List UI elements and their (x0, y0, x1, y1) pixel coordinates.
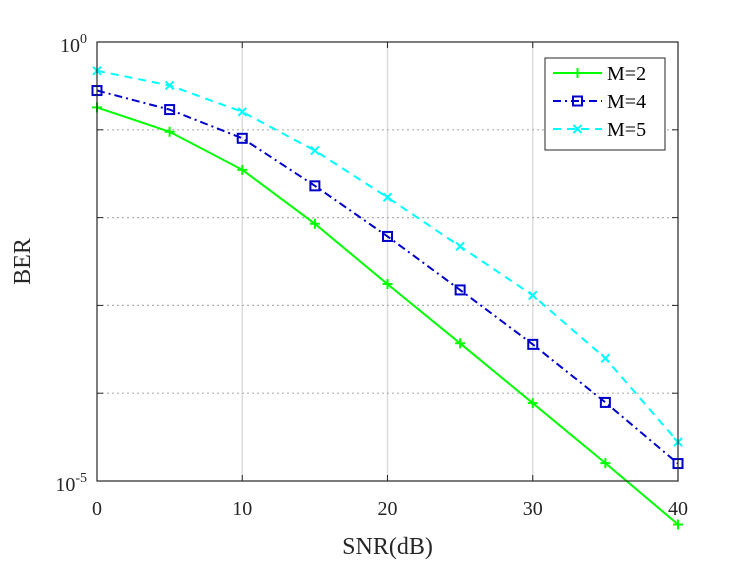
data-point-marker (600, 458, 611, 469)
x-tick-label: 10 (232, 498, 252, 520)
series-group (91, 66, 684, 530)
data-point-marker (527, 398, 538, 409)
data-point-marker (454, 284, 466, 296)
legend-box (544, 57, 666, 151)
x-axis-title: SNR(dB) (342, 534, 433, 560)
axis-ticks (96, 41, 679, 482)
data-point-marker (164, 104, 176, 116)
data-point-marker (237, 164, 248, 175)
data-point-marker (599, 396, 611, 408)
data-point-marker (382, 230, 393, 242)
data-point-marker (572, 68, 583, 78)
data-point-marker (572, 124, 583, 134)
x-tick-label: 40 (668, 498, 688, 520)
data-point-marker (382, 279, 393, 290)
data-point-marker (572, 95, 583, 107)
x-tick-label: 20 (378, 498, 398, 520)
data-point-marker (309, 218, 320, 229)
data-point-marker (236, 132, 248, 144)
data-point-marker (455, 241, 465, 252)
x-tick-label: 0 (92, 498, 102, 520)
data-point-marker (528, 290, 538, 301)
x-tick-label: 30 (523, 498, 543, 520)
legend-label: M=5 (607, 119, 646, 141)
y-tick-label: 100 (60, 32, 87, 57)
legend-label: M=2 (607, 63, 646, 85)
data-point-marker (600, 353, 611, 363)
series-line (96, 89, 679, 465)
legend-label: M=4 (607, 91, 646, 113)
data-point-marker (164, 80, 175, 91)
data-point-marker (455, 338, 466, 349)
y-tick-label: 10-5 (55, 471, 87, 496)
data-point-marker (309, 180, 321, 192)
data-point-marker (382, 192, 393, 203)
data-point-marker (164, 126, 175, 137)
data-point-marker (527, 338, 539, 350)
data-point-marker (237, 107, 247, 117)
y-tick-labels: 100 10-5 (55, 32, 87, 496)
grid-lines (97, 42, 678, 481)
x-tick-labels: 0 10 20 30 40 (92, 498, 688, 520)
y-axis-title: BER (10, 238, 36, 285)
series-line (96, 69, 679, 443)
data-point-marker (673, 519, 683, 530)
legend: M=2 M=4 M=5 (544, 57, 666, 151)
data-point-marker (310, 145, 320, 156)
